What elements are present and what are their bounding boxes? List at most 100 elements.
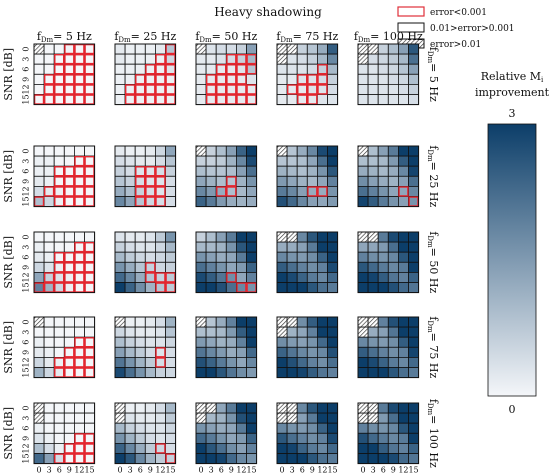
heatmap-cell [165, 145, 177, 157]
heatmap-cell [144, 43, 156, 55]
heatmap-cell [124, 422, 136, 434]
heatmap-cell [286, 261, 298, 273]
heatmap-cell [215, 63, 227, 75]
heatmap-cell [225, 326, 237, 338]
row-header-2: fDm= 50 Hz [426, 231, 440, 293]
y-tick-label: 6 [22, 67, 31, 72]
heatmap-cell [246, 261, 258, 273]
column-header-2: fDm= 50 Hz [195, 30, 257, 44]
low-error-outline [246, 64, 257, 75]
heatmap-panels [33, 43, 420, 465]
heatmap-cell [33, 261, 45, 273]
low-error-outline [317, 64, 328, 75]
x-tick-label: 0 [118, 466, 123, 475]
heatmap-cell [377, 231, 389, 243]
heatmap-cell [286, 412, 298, 424]
low-error-outline [297, 94, 308, 105]
heatmap-cell [53, 432, 65, 444]
heatmap-cell [357, 53, 369, 65]
heatmap-cell [387, 271, 399, 283]
panel-frame [33, 402, 96, 465]
heatmap-cell [134, 73, 146, 85]
heatmap-cell [195, 316, 207, 328]
heatmap-cell [327, 84, 339, 95]
heatmap-cell [165, 155, 177, 167]
low-error-outline [165, 64, 176, 75]
low-error-outline [307, 94, 318, 105]
heatmap-cell [367, 73, 379, 85]
heatmap-cell [205, 336, 217, 348]
heatmap-cell [165, 84, 177, 95]
heatmap-cell [235, 261, 247, 273]
heatmap-cell [114, 145, 126, 157]
heatmap-cell [195, 432, 207, 444]
heatmap-cell [74, 356, 85, 368]
heatmap-cell [205, 43, 217, 55]
heatmap-cell [33, 346, 45, 358]
heatmap-cell [225, 402, 237, 414]
heatmap-cell [296, 43, 308, 55]
heatmap-cell [134, 346, 146, 358]
heatmap-cell [377, 175, 389, 187]
heatmap-cell [63, 432, 75, 444]
heatmap-cell [33, 155, 45, 167]
heatmap-cell [124, 402, 136, 414]
heatmap-cell [74, 53, 85, 65]
heatmap-cell [124, 145, 136, 157]
heatmap-cell [124, 282, 136, 294]
heatmap-cell [397, 402, 409, 414]
heatmap-cell [84, 326, 96, 338]
heatmap-cell [357, 73, 369, 85]
heatmap-cell [408, 326, 420, 338]
x-tick-label: 6 [381, 466, 386, 475]
heatmap-cell [144, 316, 156, 328]
low-error-outline [64, 252, 75, 263]
heatmap-cell [33, 94, 45, 106]
heatmap-cell [387, 261, 399, 273]
low-error-outline [54, 166, 65, 177]
heatmap-cell [246, 175, 258, 187]
heatmap-cell [235, 422, 247, 434]
heatmap-cell [114, 251, 126, 263]
low-error-outline [287, 84, 298, 95]
heatmap-cell [74, 145, 85, 157]
heatmap-cell [33, 422, 45, 434]
heatmap-cell [144, 282, 156, 294]
low-error-outline [74, 186, 85, 197]
heatmap-cell [235, 336, 247, 348]
heatmap-cell [296, 155, 308, 167]
heatmap-cell [63, 346, 75, 358]
low-error-outline [165, 282, 176, 293]
low-error-outline [165, 43, 176, 55]
heatmap-cell [43, 251, 55, 263]
heatmap-cell [286, 356, 298, 368]
panel-r3-c1 [114, 316, 177, 379]
heatmap-cell [377, 196, 389, 208]
heatmap-cell [286, 63, 298, 75]
heatmap-cell [276, 63, 288, 75]
heatmap-cell [286, 155, 298, 167]
heatmap-cell [397, 53, 409, 65]
heatmap-cell [276, 241, 288, 253]
heatmap-cell [367, 442, 379, 454]
heatmap-cell [33, 367, 45, 379]
low-error-outline [74, 196, 85, 207]
heatmap-cell [246, 422, 258, 434]
heatmap-cell [306, 73, 318, 85]
low-error-outline [64, 43, 75, 55]
row-header-1: fDm= 25 Hz [426, 145, 440, 207]
heatmap-cell [84, 432, 96, 444]
heatmap-cell [296, 241, 308, 253]
heatmap-cell [43, 94, 55, 106]
low-error-outline [165, 94, 176, 105]
y-tick-label: 6 [22, 340, 31, 345]
heatmap-cell [367, 356, 379, 368]
low-error-outline [216, 84, 227, 95]
heatmap-cell [84, 356, 96, 368]
heatmap-cell [144, 73, 156, 85]
heatmap-cell [276, 316, 288, 328]
heatmap-cell [205, 316, 217, 328]
heatmap-cell [165, 175, 177, 187]
heatmap-cell [387, 185, 399, 197]
